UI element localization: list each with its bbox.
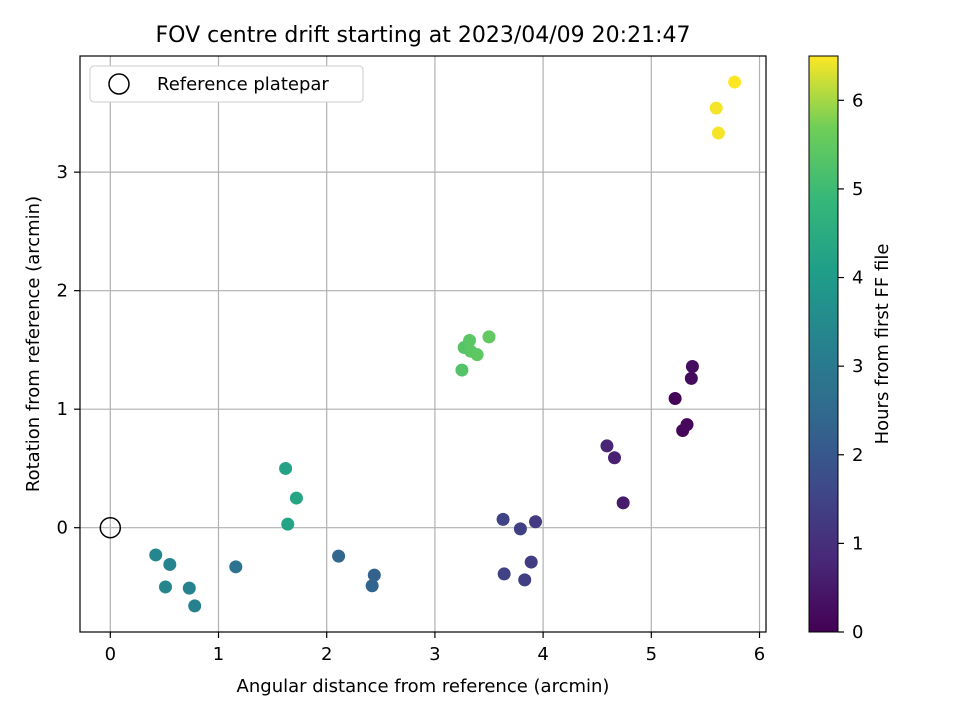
x-axis-ticks: 0 1 2 3 4 5 6: [105, 632, 765, 665]
data-point: [482, 330, 496, 344]
reference-platepar-marker: [99, 516, 122, 539]
x-tick-label: 5: [646, 644, 657, 665]
x-tick-label: 6: [754, 644, 765, 665]
data-point: [289, 491, 303, 505]
x-tick-label: 1: [213, 644, 224, 665]
colorbar-tick-label: 6: [852, 90, 863, 111]
data-point: [600, 439, 614, 453]
data-point: [279, 461, 293, 475]
x-tick-label: 2: [321, 644, 332, 665]
data-point: [518, 573, 532, 587]
legend-box: [89, 65, 364, 103]
y-axis-label: Rotation from reference (arcmin): [23, 196, 44, 492]
data-point: [685, 360, 699, 374]
colorbar-tick-label: 1: [852, 533, 863, 554]
data-point: [158, 580, 172, 594]
colorbar-tick-label: 0: [852, 622, 863, 643]
legend-label: Reference platepar: [157, 74, 329, 95]
colorbar-tick-label: 4: [852, 268, 863, 289]
y-axis-ticks: 0 1 2 3: [57, 162, 80, 539]
data-point: [529, 515, 543, 529]
data-point: [684, 371, 698, 385]
data-point: [496, 512, 510, 526]
data-point: [182, 581, 196, 595]
legend: Reference platepar: [89, 65, 364, 103]
data-point: [668, 392, 682, 406]
data-point: [332, 549, 346, 563]
colorbar-tick-label: 3: [852, 356, 863, 377]
colorbar: 0 1 2 3 4 5 6 Hours from first FF file: [808, 55, 893, 643]
data-point: [711, 126, 725, 140]
y-tick-label: 2: [57, 281, 68, 302]
data-points: [99, 75, 742, 613]
data-point: [513, 522, 527, 536]
data-point: [497, 567, 511, 581]
data-point: [281, 517, 295, 531]
colorbar-gradient: [808, 55, 839, 633]
x-tick-label: 0: [105, 644, 116, 665]
data-point: [229, 560, 243, 574]
x-tick-label: 4: [537, 644, 548, 665]
data-point: [608, 451, 622, 465]
y-tick-label: 1: [57, 399, 68, 420]
data-point: [470, 348, 484, 362]
x-axis-label: Angular distance from reference (arcmin): [237, 676, 610, 697]
data-point: [616, 496, 630, 510]
chart-title: FOV centre drift starting at 2023/04/09 …: [156, 23, 691, 48]
data-point: [680, 418, 694, 432]
colorbar-tick-label: 2: [852, 445, 863, 466]
colorbar-tick-label: 5: [852, 179, 863, 200]
data-point: [188, 599, 202, 613]
data-point: [728, 75, 742, 89]
legend-marker-open-circle: [108, 73, 130, 95]
plot-frame: [79, 55, 767, 633]
y-tick-label: 0: [57, 518, 68, 539]
data-point: [524, 555, 538, 569]
grid-lines: [80, 56, 766, 632]
data-point: [163, 557, 177, 571]
data-point: [365, 579, 379, 593]
colorbar-label: Hours from first FF file: [872, 244, 893, 445]
data-point: [463, 333, 477, 347]
data-point: [367, 568, 381, 582]
x-tick-label: 3: [429, 644, 440, 665]
data-point: [149, 548, 163, 562]
colorbar-ticks: 0 1 2 3 4 5 6: [838, 90, 863, 643]
y-tick-label: 3: [57, 162, 68, 183]
data-point: [709, 101, 723, 115]
data-point: [455, 363, 469, 377]
